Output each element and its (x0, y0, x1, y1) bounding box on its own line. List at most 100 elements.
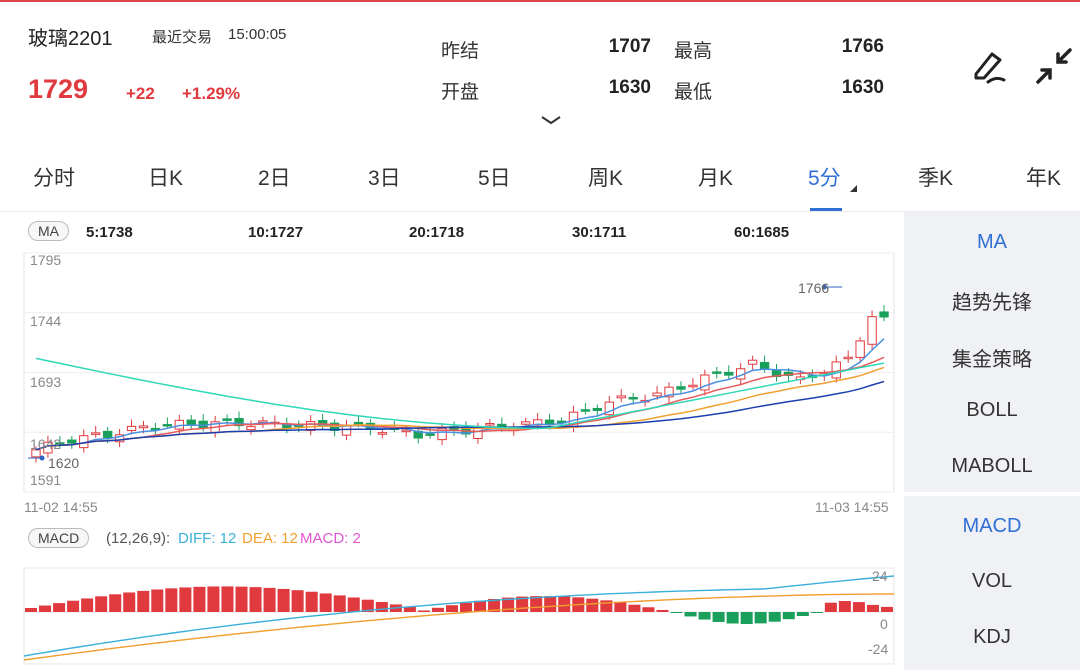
macd-bar (684, 612, 697, 617)
macd-bar (53, 603, 66, 612)
price-axis-label: 1693 (30, 374, 62, 390)
candle-body (532, 419, 543, 426)
macd-dea: DEA: 12 (242, 530, 298, 547)
candle-body (521, 421, 531, 425)
candle-body (712, 371, 722, 374)
price-change-pct: +1.29% (182, 84, 241, 103)
macd-bar (361, 599, 374, 612)
indicator-kdj[interactable]: KDJ (973, 626, 1011, 648)
candle-body (580, 409, 591, 412)
tab-2day[interactable]: 2日 (258, 167, 291, 190)
tab-intraday[interactable]: 分时 (33, 167, 75, 190)
tab-week-k[interactable]: 周K (588, 167, 624, 190)
candle-body (246, 426, 256, 431)
pen-icon[interactable] (968, 46, 1008, 86)
collapse-icon[interactable] (1034, 46, 1074, 86)
active-tab-underline (810, 208, 842, 211)
stat-label-open: 开盘 (441, 82, 480, 103)
candle-body (55, 442, 65, 445)
last-price: 1729 (28, 74, 89, 104)
macd-frame (23, 567, 895, 665)
stat-value-prev-settle: 1707 (608, 36, 651, 57)
macd-bar (656, 609, 669, 612)
low-marker-label: 1620 (48, 455, 80, 471)
ma5-line (35, 338, 885, 451)
period-tabs: 分时 日K 2日 3日 5日 周K 月K 5分 季K 年K (0, 150, 1080, 210)
top-accent-line (0, 0, 1080, 2)
low-marker-dot (39, 455, 45, 461)
indicator-maboll[interactable]: MABOLL (951, 455, 1033, 477)
macd-bar (726, 612, 739, 624)
macd-indicator-pill[interactable]: MACD (28, 528, 90, 548)
macd-bar (67, 600, 80, 612)
indicator-macd[interactable]: MACD (962, 515, 1022, 537)
macd-bar (193, 586, 206, 612)
macd-diff: DIFF: 12 (178, 530, 237, 547)
macd-bar (445, 605, 458, 612)
indicator-ma[interactable]: MA (977, 231, 1007, 253)
ma-indicator-pill[interactable]: MA (28, 221, 69, 241)
macd-bar (179, 587, 192, 612)
macd-axis-label: 24 (872, 568, 888, 584)
tab-year-k[interactable]: 年K (1026, 167, 1062, 190)
macd-bar (810, 612, 823, 613)
tab-month-k[interactable]: 月K (698, 167, 734, 190)
ma10-value: 10:1727 (248, 224, 304, 241)
time-axis-end: 11-03 14:55 (815, 499, 889, 515)
candle-body (353, 421, 364, 425)
macd-chart[interactable] (0, 560, 904, 670)
sub-indicator-panel: MACD VOL KDJ (904, 496, 1080, 670)
tab-3day[interactable]: 3日 (368, 167, 401, 190)
macd-bar (165, 588, 178, 612)
macd-bar (614, 602, 627, 612)
macd-bar (403, 606, 416, 612)
macd-bar (249, 587, 262, 612)
ma60-line (35, 357, 885, 430)
macd-bar (838, 601, 851, 612)
candlestick-chart[interactable] (0, 245, 904, 500)
candle-body (102, 430, 113, 438)
ma30-line (35, 380, 885, 451)
indicator-trend[interactable]: 趋势先锋 (952, 292, 1032, 314)
candle-body (31, 449, 41, 458)
price-change: +22 (126, 84, 155, 103)
candle-body (222, 418, 232, 421)
macd-bar (782, 612, 795, 620)
ma60-value: 60:1685 (734, 224, 790, 241)
macd-bar (558, 596, 571, 612)
indicator-jijin[interactable]: 集金策略 (952, 349, 1032, 371)
candle-body (437, 427, 447, 441)
macd-bar (417, 610, 430, 612)
macd-bar (109, 594, 122, 612)
time-axis-start: 11-02 14:55 (24, 499, 98, 515)
contract-name: 玻璃2201 (28, 28, 113, 50)
macd-bar (824, 602, 837, 612)
dropdown-triangle-icon[interactable] (848, 183, 858, 193)
macd-bar (712, 612, 725, 622)
indicator-vol[interactable]: VOL (971, 570, 1013, 592)
macd-bar (319, 593, 332, 612)
macd-bar (277, 588, 290, 612)
tab-5min[interactable]: 5分 (808, 167, 841, 190)
macd-bar (291, 590, 304, 612)
tab-quarter-k[interactable]: 季K (918, 167, 954, 190)
candle-body (724, 371, 734, 376)
tab-5day[interactable]: 5日 (478, 167, 511, 190)
macd-bar (221, 586, 234, 612)
macd-bar (207, 586, 220, 612)
stat-label-high: 最高 (674, 41, 713, 62)
macd-axis-label: 0 (880, 616, 888, 632)
ma10-line (35, 356, 885, 451)
candle-body (676, 386, 686, 390)
macd-bar (431, 607, 444, 612)
candle-body (867, 316, 877, 345)
chevron-down-icon[interactable] (540, 114, 562, 126)
candle-body (855, 340, 865, 358)
tab-day-k[interactable]: 日K (148, 167, 184, 190)
macd-bar (768, 612, 781, 622)
candle-body (234, 417, 244, 427)
high-marker-dot (821, 284, 827, 290)
macd-bar (347, 597, 360, 612)
last-trade-label: 最近交易 (152, 29, 213, 46)
indicator-boll[interactable]: BOLL (966, 399, 1018, 421)
